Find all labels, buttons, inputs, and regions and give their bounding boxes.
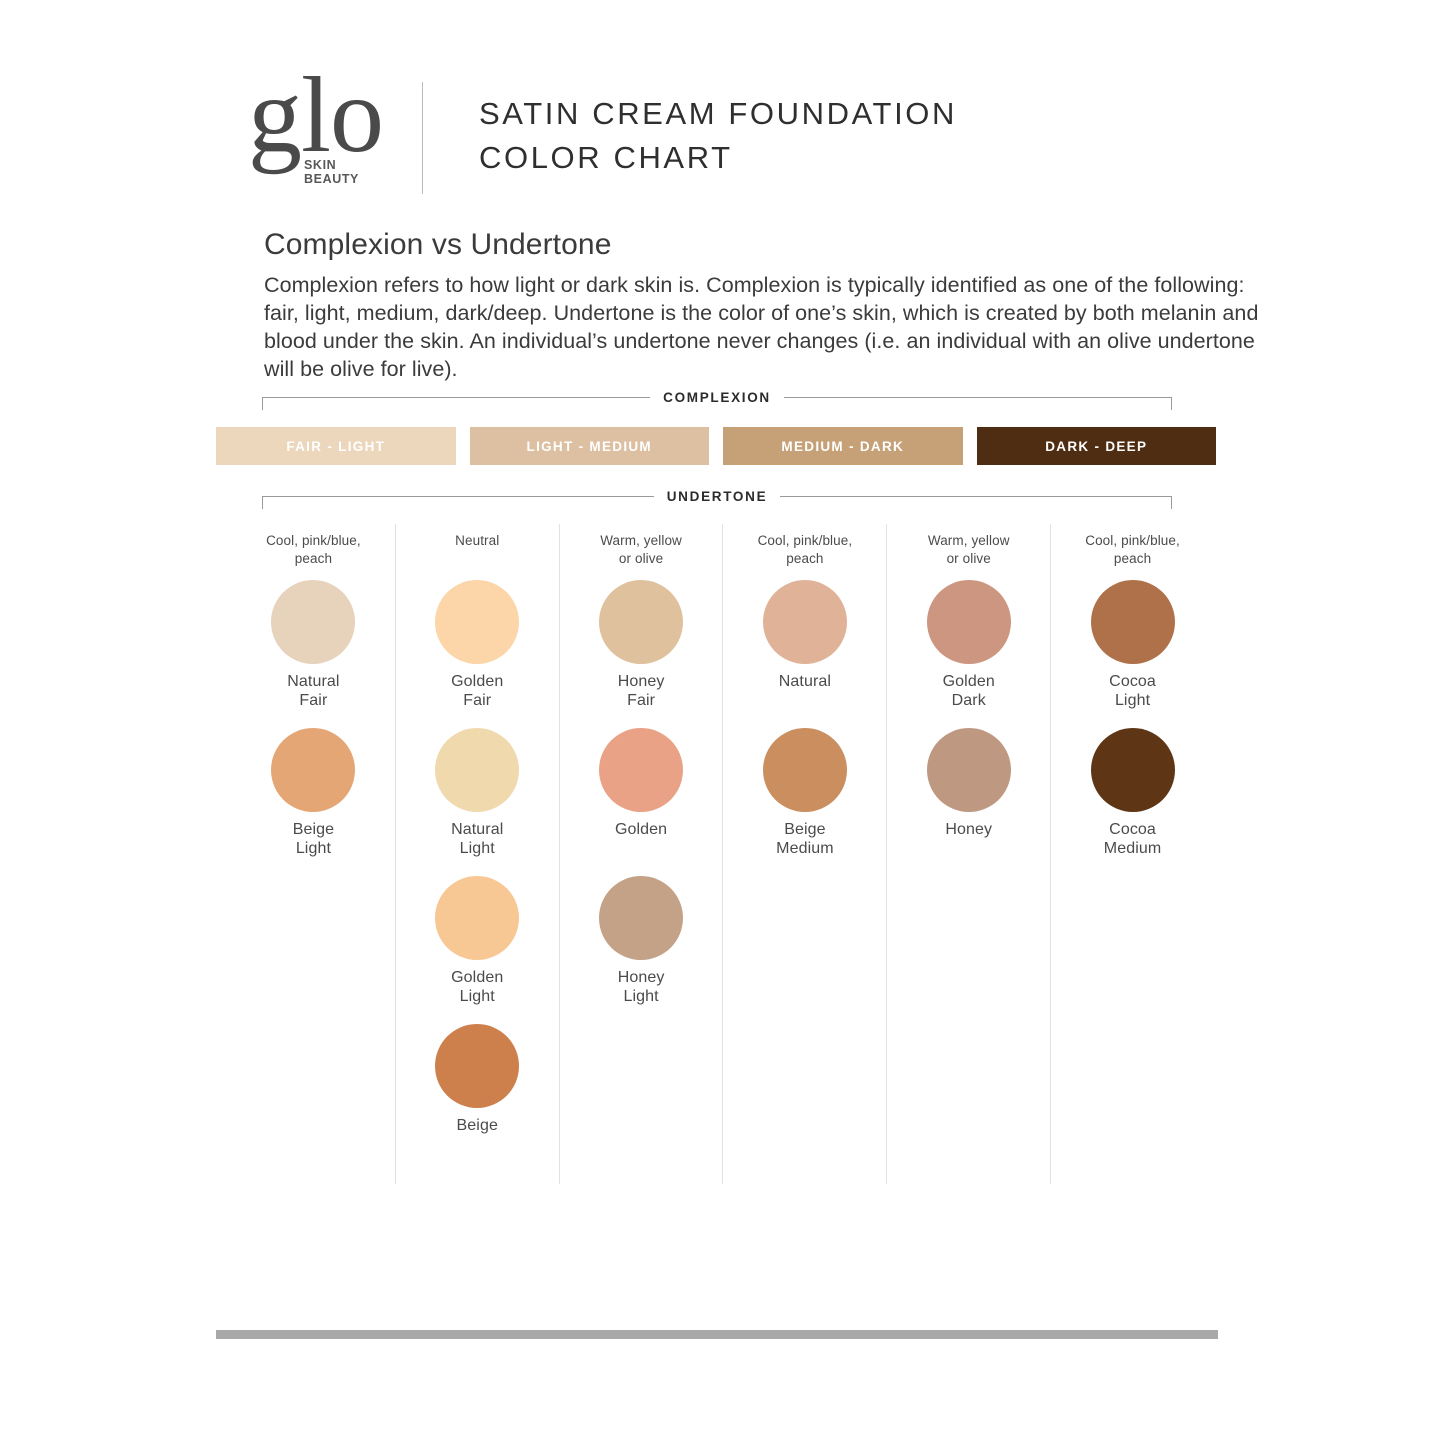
shade-name: Beige Light <box>292 821 335 857</box>
shade-swatch-cell[interactable]: Honey Light <box>560 872 723 1020</box>
shade-name: Cocoa Light <box>1109 673 1156 709</box>
undertone-column-2: Warm, yellow or olive Honey Fair Golden Honey… <box>560 524 724 1184</box>
undertone-column-1: Neutral Golden Fair Natural Light Golden Light… <box>396 524 560 1184</box>
shade-swatch-cell[interactable]: Golden <box>560 724 723 872</box>
shade-swatch-cell[interactable]: Natural Light <box>396 724 559 872</box>
shade-circle-icon[interactable] <box>435 580 520 664</box>
complexion-bracket: COMPLEXION <box>262 390 1173 410</box>
bracket-line-right <box>783 391 1173 410</box>
shade-swatch-cell-empty <box>1051 1020 1214 1168</box>
page-header: glo SKIN BEAUTY SATIN CREAM FOUNDATION C… <box>248 62 957 200</box>
complexion-bar-label: FAIR - LIGHT <box>286 438 386 454</box>
shade-name: Golden Dark <box>942 673 995 709</box>
undertone-column-header: Cool, pink/blue, peach <box>757 533 853 566</box>
undertone-column-4: Warm, yellow or olive Golden Dark Honey <box>887 524 1052 1184</box>
page-title: SATIN CREAM FOUNDATION COLOR CHART <box>479 78 957 180</box>
undertone-column-header: Warm, yellow or olive <box>927 533 1010 566</box>
shade-swatch-cell[interactable]: Beige Medium <box>723 724 886 872</box>
complexion-bar-label: DARK - DEEP <box>1045 438 1148 454</box>
shade-swatch-cell-empty <box>560 1020 723 1168</box>
footer-rule <box>216 1330 1218 1339</box>
shade-name: Honey Fair <box>617 673 665 709</box>
shade-circle-icon[interactable] <box>435 728 520 812</box>
shade-swatch-cell[interactable]: Golden Light <box>396 872 559 1020</box>
shade-name: Golden Fair <box>451 673 504 709</box>
shade-circle-icon[interactable] <box>599 876 684 960</box>
intro-body: Complexion refers to how light or dark s… <box>264 273 1259 382</box>
bracket-line-left <box>262 490 654 509</box>
undertone-column-5: Cool, pink/blue, peach Cocoa Light Cocoa Medi… <box>1051 524 1214 1184</box>
shade-swatch-cell-empty <box>887 1020 1050 1168</box>
shade-circle-icon[interactable] <box>926 728 1011 812</box>
shade-circle-icon[interactable] <box>599 728 684 812</box>
complexion-bar-label: MEDIUM - DARK <box>781 438 905 454</box>
complexion-bar-0: FAIR - LIGHT <box>216 427 456 465</box>
brand-wordmark: glo <box>248 56 384 175</box>
complexion-bar-1: LIGHT - MEDIUM <box>469 427 709 465</box>
undertone-column-header: Warm, yellow or olive <box>600 533 682 566</box>
shade-swatch-cell-empty <box>232 872 395 1020</box>
shade-swatch-cell-empty <box>887 872 1050 1020</box>
shade-swatch-cell[interactable]: Golden Fair <box>396 576 559 724</box>
page-title-line1: SATIN CREAM FOUNDATION <box>479 96 958 131</box>
shade-circle-icon[interactable] <box>435 876 520 960</box>
undertone-column-0: Cool, pink/blue, peach Natural Fair Beige Lig… <box>232 524 396 1184</box>
shade-name: Beige <box>456 1117 498 1134</box>
shade-circle-icon[interactable] <box>1090 728 1175 812</box>
shade-circle-icon[interactable] <box>599 580 684 664</box>
brand-logo: glo SKIN BEAUTY <box>248 62 398 196</box>
undertone-column-header: Cool, pink/blue, peach <box>266 533 361 566</box>
complexion-bars: FAIR - LIGHT LIGHT - MEDIUM MEDIUM - DARK D… <box>216 427 1216 465</box>
shade-swatch-cell[interactable]: Natural <box>723 576 886 724</box>
shade-swatch-cell[interactable]: Natural Fair <box>232 576 395 724</box>
shade-swatch-cell-empty <box>232 1020 395 1168</box>
page-title-line2: COLOR CHART <box>479 140 733 176</box>
undertone-column-header: Cool, pink/blue, peach <box>1085 533 1180 566</box>
shade-name: Cocoa Medium <box>1103 821 1162 857</box>
shade-swatch-cell[interactable]: Cocoa Light <box>1051 576 1214 724</box>
shade-swatch-cell-empty <box>1051 872 1214 1020</box>
shade-name: Golden Light <box>451 969 504 1005</box>
shade-swatch-cell[interactable]: Beige <box>396 1020 559 1168</box>
shade-name: Natural Light <box>451 821 504 857</box>
shade-swatch-cell-empty <box>723 1020 886 1168</box>
shade-circle-icon[interactable] <box>271 580 356 664</box>
brand-tagline-line1: SKIN <box>304 158 337 172</box>
shade-circle-icon[interactable] <box>271 728 356 812</box>
shade-circle-icon[interactable] <box>926 580 1011 664</box>
shade-name: Natural <box>778 673 832 690</box>
undertone-bracket: UNDERTONE <box>262 489 1172 509</box>
brand-tagline: SKIN BEAUTY <box>304 158 359 186</box>
bracket-line-left <box>262 391 651 410</box>
undertone-grid: Cool, pink/blue, peach Natural Fair Beige Lig… <box>232 524 1214 1184</box>
complexion-bar-label: LIGHT - MEDIUM <box>526 438 652 454</box>
shade-swatch-cell[interactable]: Cocoa Medium <box>1051 724 1214 872</box>
intro-heading: Complexion vs Undertone <box>264 228 612 261</box>
shade-circle-icon[interactable] <box>435 1024 520 1108</box>
shade-circle-icon[interactable] <box>762 580 847 664</box>
undertone-column-header: Neutral <box>455 533 500 548</box>
shade-circle-icon[interactable] <box>1090 580 1175 664</box>
complexion-bar-3: DARK - DEEP <box>976 427 1216 465</box>
shade-circle-icon[interactable] <box>762 728 847 812</box>
header-divider <box>422 82 423 194</box>
complexion-bar-2: MEDIUM - DARK <box>723 427 963 465</box>
shade-swatch-cell[interactable]: Golden Dark <box>887 576 1050 724</box>
bracket-line-right <box>780 490 1172 509</box>
shade-swatch-cell[interactable]: Honey <box>887 724 1050 872</box>
shade-name: Honey <box>945 821 993 838</box>
shade-name: Beige Medium <box>776 821 834 857</box>
shade-swatch-cell[interactable]: Beige Light <box>232 724 395 872</box>
shade-name: Honey Light <box>617 969 665 1005</box>
undertone-column-3: Cool, pink/blue, peach Natural Beige Medium <box>723 524 888 1184</box>
complexion-label: COMPLEXION <box>663 390 771 405</box>
undertone-label: UNDERTONE <box>666 489 768 504</box>
shade-name: Golden <box>614 821 668 838</box>
intro-section: Complexion vs Undertone Complexion refer… <box>264 228 1264 384</box>
shade-name: Natural Fair <box>287 673 340 709</box>
shade-swatch-cell[interactable]: Honey Fair <box>560 576 723 724</box>
brand-tagline-line2: BEAUTY <box>304 172 359 186</box>
shade-swatch-cell-empty <box>723 872 886 1020</box>
